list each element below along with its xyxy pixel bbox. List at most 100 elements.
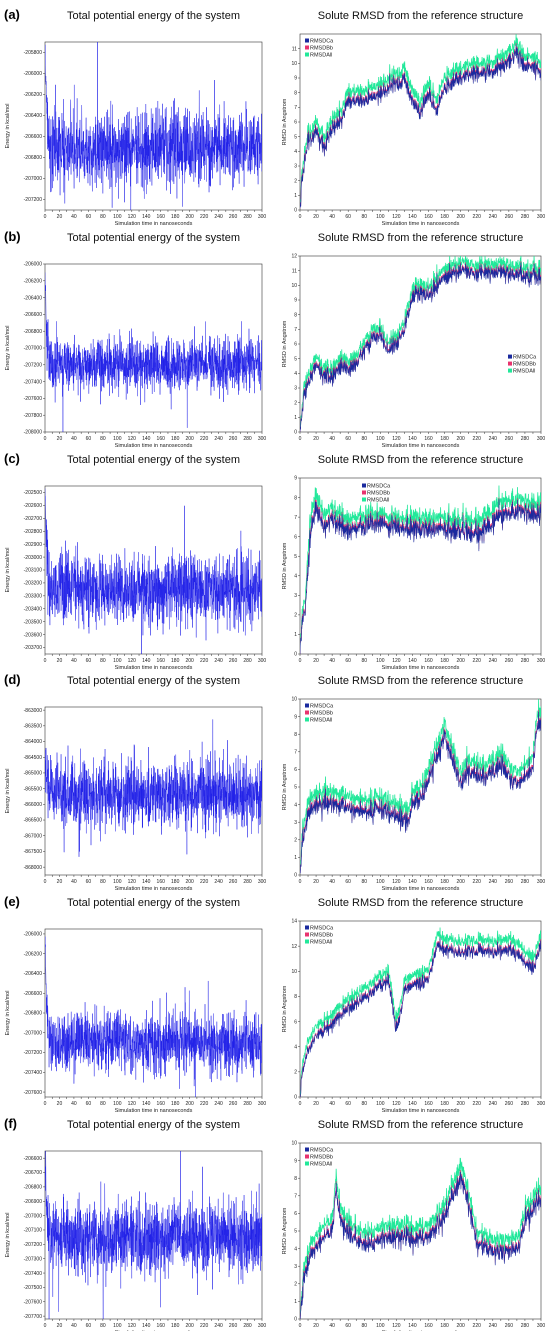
y-axis-label: RMSD in Angstrom xyxy=(282,1207,288,1254)
x-tick-label: 60 xyxy=(86,658,92,664)
y-tick-label: -206600 xyxy=(24,1156,43,1162)
y-tick-label: 0 xyxy=(294,430,297,436)
x-tick-label: 240 xyxy=(214,658,223,664)
x-tick-label: 20 xyxy=(313,1323,319,1329)
chart-c-right: Solute RMSD from the reference structure… xyxy=(282,454,545,671)
x-tick-label: 100 xyxy=(376,879,385,885)
x-tick-label: 100 xyxy=(113,214,122,220)
y-axis-label: RMSD in Angstrom xyxy=(282,320,288,367)
x-tick-label: 200 xyxy=(456,436,465,442)
x-tick-label: 20 xyxy=(313,1101,319,1107)
x-tick-label: 180 xyxy=(440,1101,449,1107)
y-tick-label: 8 xyxy=(294,732,297,738)
y-tick-label: 10 xyxy=(291,969,297,975)
energy-line xyxy=(45,719,262,857)
x-tick-label: 140 xyxy=(408,658,417,664)
x-tick-label: 240 xyxy=(214,1101,223,1107)
legend-entry: RMSDAll xyxy=(310,1162,332,1168)
x-tick-label: 100 xyxy=(113,436,122,442)
x-tick-label: 160 xyxy=(424,214,433,220)
x-tick-label: 240 xyxy=(214,214,223,220)
x-tick-label: 100 xyxy=(376,436,385,442)
x-tick-label: 100 xyxy=(113,1101,122,1107)
y-tick-label: 0 xyxy=(294,1317,297,1323)
x-tick-label: 280 xyxy=(521,214,530,220)
x-tick-label: 60 xyxy=(86,436,92,442)
y-tick-label: 8 xyxy=(294,90,297,96)
y-tick-label: 4 xyxy=(294,573,297,579)
y-tick-label: -206400 xyxy=(24,295,43,301)
legend-entry: RMSDCa xyxy=(310,704,334,710)
y-tick-label: 12 xyxy=(291,944,297,950)
x-tick-label: 20 xyxy=(57,879,63,885)
y-tick-label: -207000 xyxy=(24,1213,43,1219)
x-tick-label: 280 xyxy=(521,436,530,442)
y-tick-label: 11 xyxy=(292,268,297,274)
y-tick-label: -207600 xyxy=(24,1299,43,1305)
y-tick-label: -866000 xyxy=(24,802,43,808)
y-tick-label: 3 xyxy=(294,164,297,170)
y-tick-label: -867000 xyxy=(24,833,43,839)
y-axis-label: Energy in kcal/mol xyxy=(5,104,11,149)
x-tick-label: 80 xyxy=(100,1323,106,1329)
y-tick-label: 10 xyxy=(291,283,297,289)
x-tick-label: 20 xyxy=(57,658,63,664)
x-tick-label: 120 xyxy=(128,879,137,885)
y-tick-label: -203200 xyxy=(24,581,43,587)
y-axis-label: RMSD in Angstrom xyxy=(282,763,288,810)
legend-swatch-RMSDBb xyxy=(305,932,309,937)
y-tick-label: 7 xyxy=(294,515,297,521)
y-tick-label: 7 xyxy=(294,105,297,111)
y-tick-label: -205800 xyxy=(24,50,43,56)
y-tick-label: 6 xyxy=(294,1211,297,1217)
x-tick-label: 160 xyxy=(424,658,433,664)
x-tick-label: 240 xyxy=(489,436,498,442)
panel-label: (e) xyxy=(4,894,20,909)
x-tick-label: 140 xyxy=(142,879,151,885)
y-tick-label: 6 xyxy=(294,534,297,540)
x-tick-label: 40 xyxy=(329,658,335,664)
legend-entry: RMSDCa xyxy=(367,484,391,490)
x-axis-label: Simulation time in nanoseconds xyxy=(115,1108,193,1114)
y-tick-label: 3 xyxy=(294,1264,297,1270)
x-tick-label: 40 xyxy=(71,658,77,664)
x-tick-label: 120 xyxy=(128,436,137,442)
y-tick-label: -863000 xyxy=(24,708,43,714)
chart-title: Solute RMSD from the reference structure xyxy=(318,1119,523,1131)
x-tick-label: 160 xyxy=(157,1323,166,1329)
panel-label: (d) xyxy=(4,672,21,687)
y-tick-label: -206600 xyxy=(24,312,43,318)
x-axis-label: Simulation time in nanoseconds xyxy=(382,886,460,892)
x-tick-label: 280 xyxy=(243,879,252,885)
x-tick-label: 40 xyxy=(329,1323,335,1329)
legend-swatch-RMSDBb xyxy=(305,710,309,715)
y-tick-label: 8 xyxy=(294,1176,297,1182)
x-tick-label: 180 xyxy=(171,879,180,885)
x-tick-label: 180 xyxy=(440,214,449,220)
y-tick-label: 5 xyxy=(294,356,297,362)
y-tick-label: -203600 xyxy=(24,632,43,638)
legend-swatch-RMSDBb xyxy=(305,1154,309,1159)
x-tick-label: 300 xyxy=(258,1101,267,1107)
y-tick-label: 8 xyxy=(294,312,297,318)
x-tick-label: 240 xyxy=(214,879,223,885)
x-tick-label: 80 xyxy=(100,879,106,885)
y-tick-label: 10 xyxy=(291,697,297,703)
y-tick-label: 0 xyxy=(294,1095,297,1101)
y-tick-label: 4 xyxy=(294,802,297,808)
y-tick-label: 10 xyxy=(291,61,297,67)
y-tick-label: 4 xyxy=(294,1044,297,1050)
legend-entry: RMSDCa xyxy=(310,39,334,45)
y-tick-label: 3 xyxy=(294,386,297,392)
y-tick-label: -207400 xyxy=(24,379,43,385)
chart-title: Total potential energy of the system xyxy=(67,10,240,22)
x-tick-label: 120 xyxy=(392,214,401,220)
y-tick-label: -206200 xyxy=(24,279,43,285)
x-axis-label: Simulation time in nanoseconds xyxy=(382,1108,460,1114)
y-tick-label: 2 xyxy=(294,838,297,844)
y-tick-label: 12 xyxy=(291,254,297,260)
y-tick-label: -206400 xyxy=(24,113,43,119)
x-tick-label: 300 xyxy=(537,879,546,885)
